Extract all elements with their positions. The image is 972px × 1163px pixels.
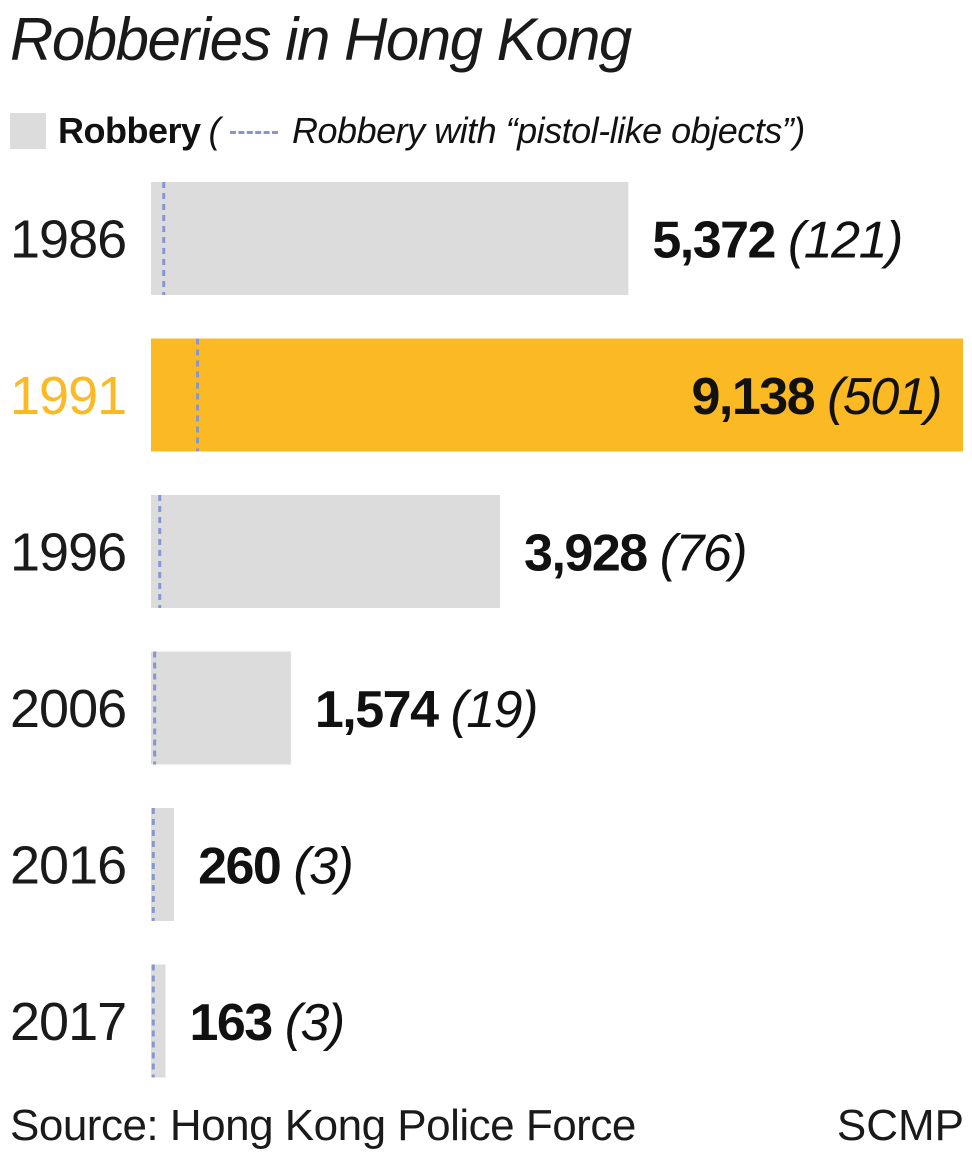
- bar-2006: [151, 651, 291, 765]
- legend-dash-pistol: [230, 130, 279, 134]
- bar-2016: [151, 808, 175, 921]
- pistol-value-2016: (3): [293, 838, 352, 896]
- value-label-2016: 260 (3): [198, 838, 352, 896]
- source-note: Source: Hong Kong Police Force: [10, 1101, 636, 1150]
- year-label-1996: 1996: [10, 523, 126, 583]
- legend-open-paren: (: [208, 110, 221, 151]
- value-label-1996: 3,928 (76): [524, 525, 746, 583]
- value-label-2017: 163 (3): [189, 994, 343, 1052]
- total-value-1986: 5,372: [652, 212, 788, 270]
- total-value-2016: 260: [198, 838, 293, 896]
- legend-label-pistol: Robbery with “pistol-like objects”): [292, 110, 805, 151]
- value-label-2006: 1,574 (19): [315, 681, 537, 739]
- year-label-1991: 1991: [10, 366, 126, 426]
- year-label-2016: 2016: [10, 836, 126, 896]
- year-label-1986: 1986: [10, 210, 126, 270]
- bar-1986: [151, 182, 629, 295]
- value-label-1986: 5,372 (121): [652, 212, 901, 270]
- bar-2017: [151, 964, 166, 1078]
- value-label-1991: 9,138 (501): [692, 368, 941, 426]
- total-value-1991: 9,138: [692, 368, 828, 426]
- year-label-2017: 2017: [10, 992, 126, 1052]
- pistol-value-1986: (121): [788, 212, 902, 270]
- pistol-value-2006: (19): [450, 681, 536, 739]
- total-value-1996: 3,928: [524, 525, 660, 583]
- pistol-value-1996: (76): [660, 525, 746, 583]
- bar-1991: [151, 338, 963, 452]
- total-value-2006: 1,574: [315, 681, 451, 739]
- pistol-value-2017: (3): [285, 994, 344, 1052]
- chart-title: Robberies in Hong Kong: [10, 6, 632, 73]
- credit-label: SCMP: [836, 1101, 964, 1150]
- year-label-2006: 2006: [10, 679, 126, 739]
- total-value-2017: 163: [189, 994, 284, 1052]
- legend-label-robbery: Robbery: [58, 110, 201, 151]
- pistol-value-1991: (501): [827, 368, 941, 426]
- legend-swatch-robbery: [10, 113, 46, 149]
- legend: Robbery ( Robbery with “pistol-like obje…: [10, 106, 805, 156]
- bar-1996: [151, 495, 501, 608]
